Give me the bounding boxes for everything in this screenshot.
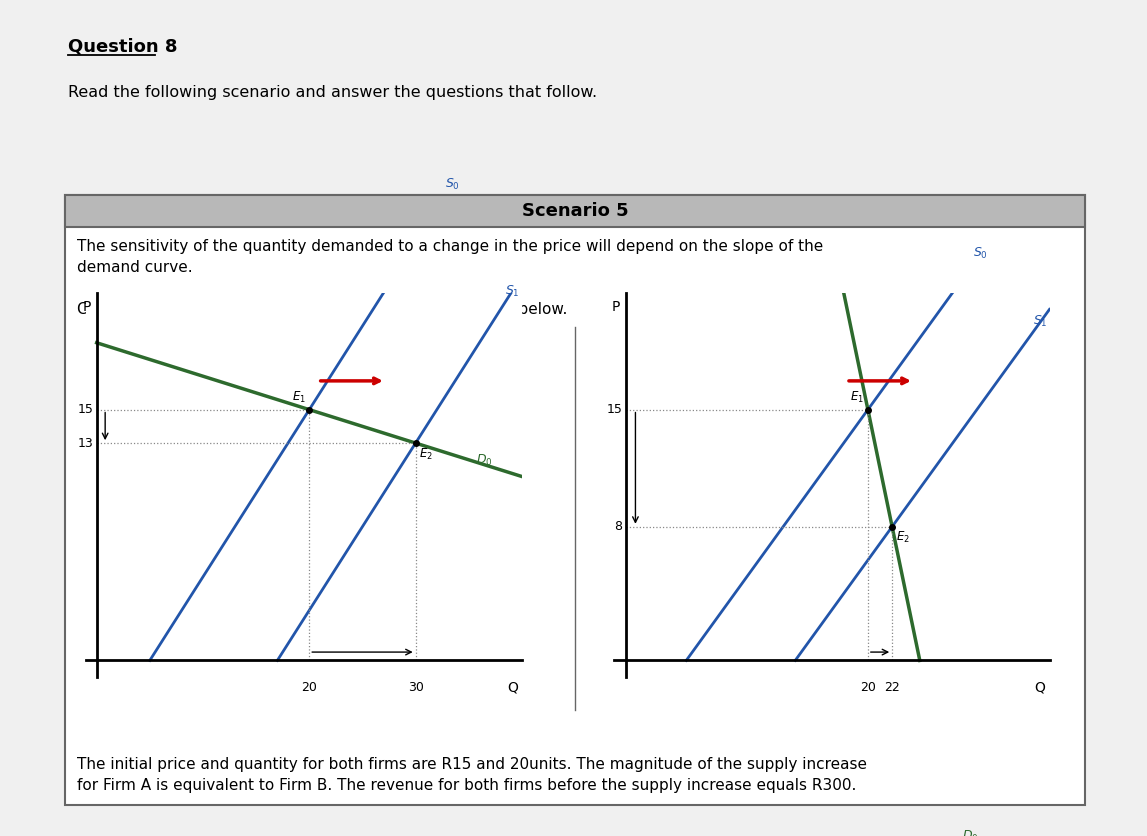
Text: $E_1$: $E_1$ (292, 390, 306, 405)
Text: Q: Q (507, 681, 517, 695)
Text: 30: 30 (407, 681, 423, 694)
Text: $D_0$: $D_0$ (962, 829, 978, 836)
Text: 8: 8 (614, 520, 622, 533)
Text: P: P (611, 300, 619, 314)
Text: Firm A: Firm A (214, 335, 275, 353)
Text: $S_1$: $S_1$ (505, 284, 520, 299)
Text: 20: 20 (860, 681, 876, 694)
Text: 15: 15 (607, 403, 622, 416)
Text: $E_2$: $E_2$ (419, 446, 432, 461)
Text: The sensitivity of the quantity demanded to a change in the price will depend on: The sensitivity of the quantity demanded… (77, 239, 824, 275)
Text: 15: 15 (78, 403, 93, 416)
Text: 22: 22 (884, 681, 900, 694)
Text: $E_2$: $E_2$ (896, 530, 910, 545)
Text: $E_1$: $E_1$ (850, 390, 865, 405)
Text: $D_0$: $D_0$ (476, 453, 493, 468)
Text: Scenario 5: Scenario 5 (522, 202, 629, 220)
Text: Firm B: Firm B (715, 335, 775, 353)
Text: $S_0$: $S_0$ (974, 246, 989, 261)
Text: $S_1$: $S_1$ (1032, 314, 1047, 329)
Text: Consider the following two firms depicted in the diagram below.: Consider the following two firms depicte… (77, 302, 568, 317)
Text: P: P (83, 300, 92, 314)
Bar (65, 195, 1085, 227)
Text: Question 8: Question 8 (68, 38, 178, 56)
Text: 13: 13 (78, 436, 93, 450)
Text: Q: Q (1035, 681, 1045, 695)
Text: Read the following scenario and answer the questions that follow.: Read the following scenario and answer t… (68, 85, 598, 100)
Text: $S_0$: $S_0$ (445, 177, 460, 192)
Bar (65, 195, 1085, 805)
Text: The initial price and quantity for both firms are R15 and 20units. The magnitude: The initial price and quantity for both … (77, 757, 867, 793)
Text: 20: 20 (302, 681, 318, 694)
